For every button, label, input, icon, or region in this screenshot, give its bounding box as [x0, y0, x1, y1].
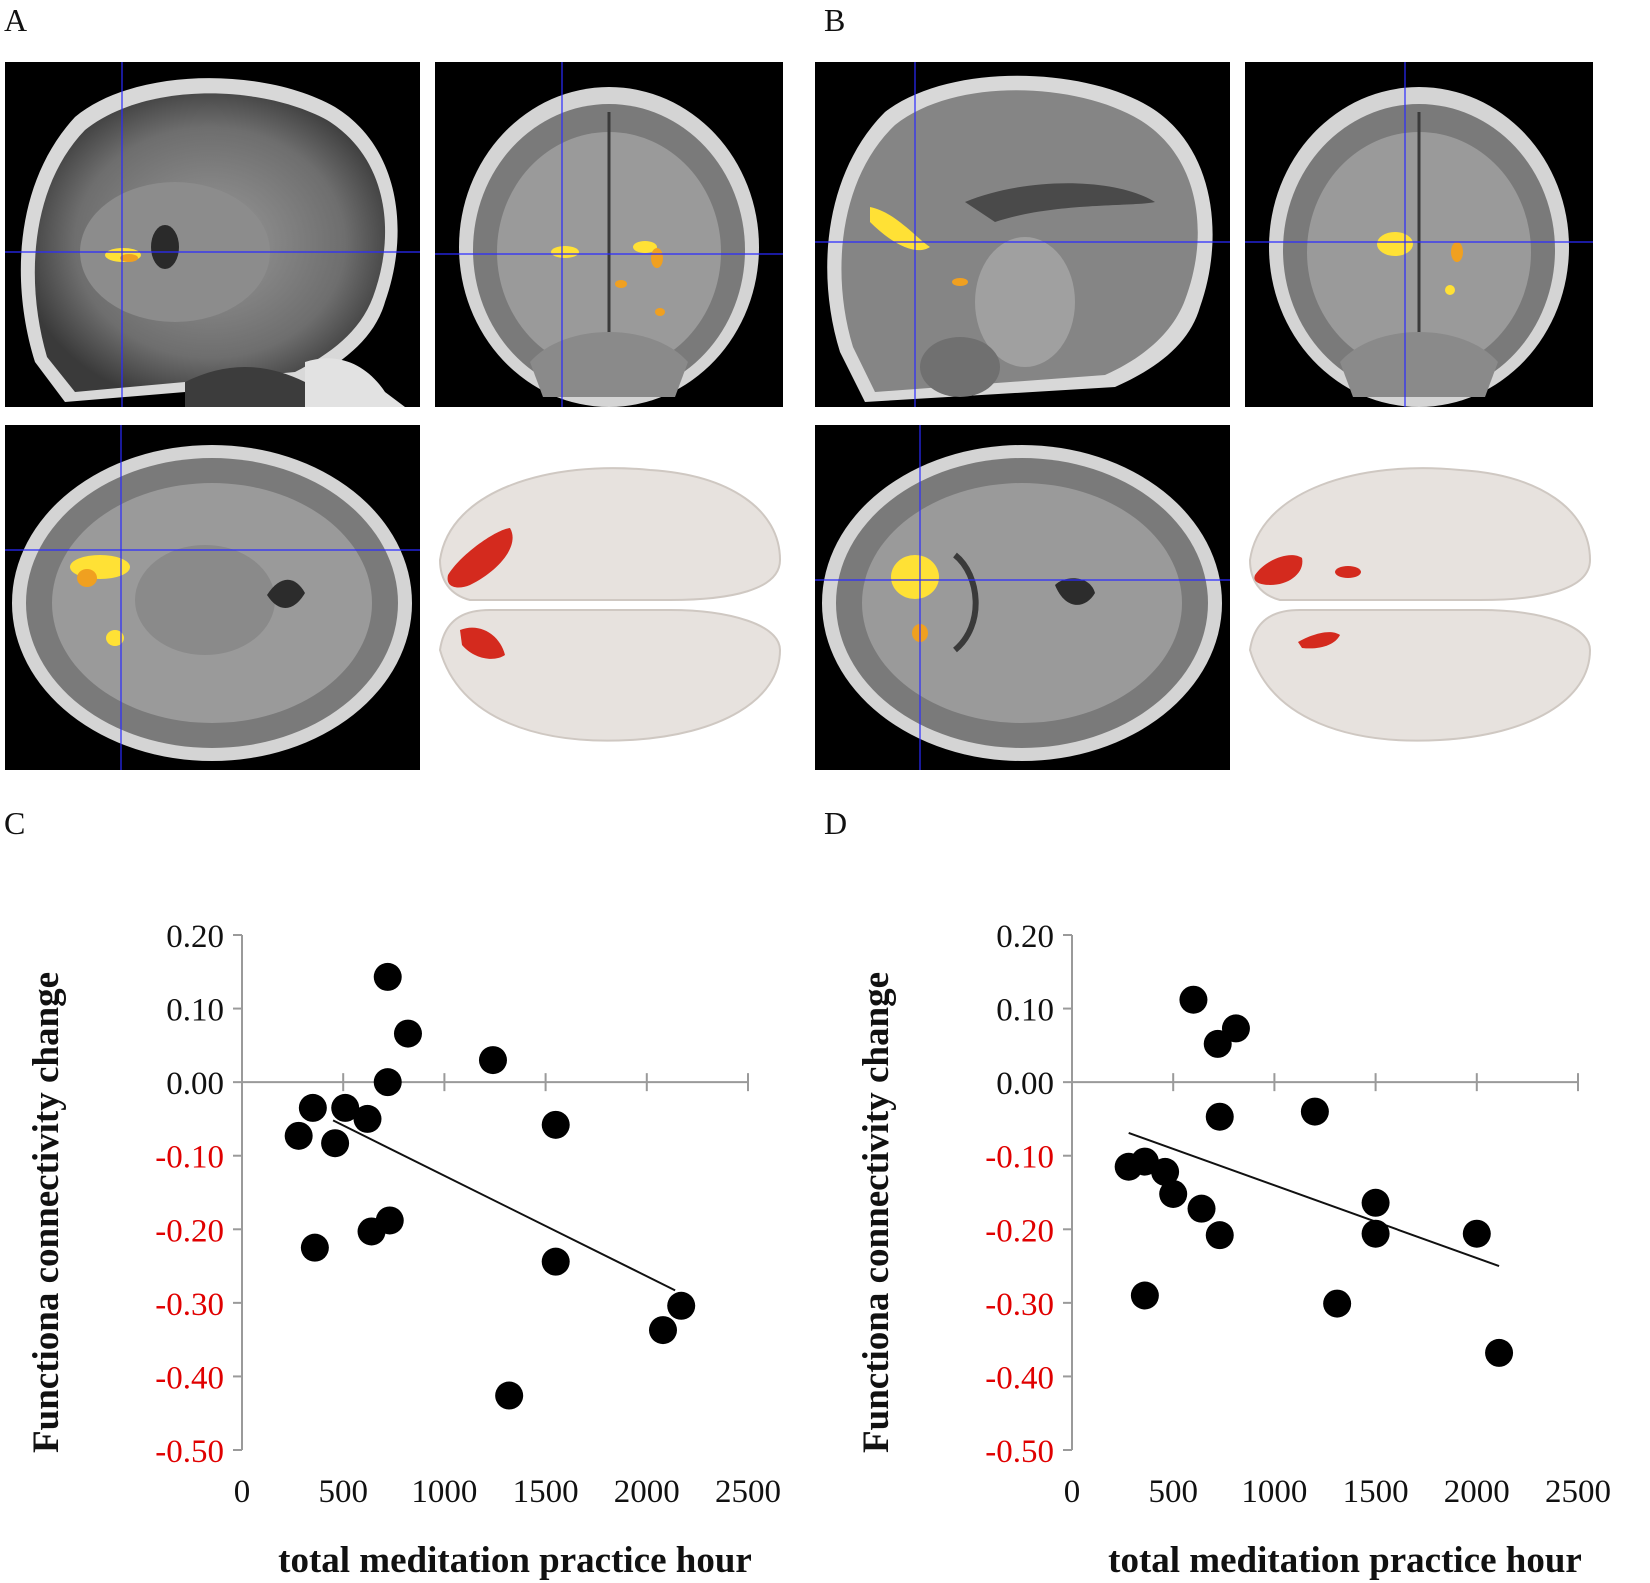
- chart-c-data-point: [284, 1121, 313, 1150]
- chart-c-y-axis-title: Functiona connectivity change: [26, 972, 67, 1453]
- chart-d-data-point: [1187, 1194, 1216, 1223]
- chart-c-trendline: [332, 1119, 676, 1292]
- chart-d-data-point: [1485, 1338, 1514, 1367]
- chart-d-y-tick-label: -0.40: [985, 1360, 1054, 1396]
- chart-d-data-point: [1130, 1281, 1159, 1310]
- chart-d-y-tick-label: 0.10: [996, 993, 1054, 1029]
- chart-c-data-point: [300, 1233, 329, 1262]
- chart-d-y-tick-label: -0.20: [985, 1213, 1054, 1249]
- panel-label-c: C: [4, 805, 26, 841]
- chart-c-data-point: [541, 1247, 570, 1276]
- chart-d-data-point: [1361, 1219, 1390, 1248]
- chart-c-data-point: [375, 1206, 404, 1235]
- chart-d-data-point: [1159, 1179, 1188, 1208]
- brain-3d-render-a: [430, 450, 790, 750]
- panel-label-a: A: [4, 2, 28, 38]
- brain-axial-slice-b: [815, 425, 1230, 770]
- chart-d-data-point: [1300, 1097, 1329, 1126]
- chart-c-y-tick-label: -0.40: [155, 1360, 224, 1396]
- scatter-chart-d: 0.20 0.10 0.00 -0.10 -0.20 -0.30 -0.40 -0.50 0 50…: [830, 880, 1650, 1583]
- chart-c-data-point: [495, 1381, 524, 1410]
- chart-d-y-tick-label: -0.50: [985, 1434, 1054, 1470]
- chart-c-data-point: [667, 1291, 696, 1320]
- chart-c-x-tick-label: 1000: [411, 1474, 477, 1510]
- brain-axial-slice-a: [5, 425, 420, 770]
- brain-3d-render-b: [1240, 450, 1600, 750]
- chart-c-y-tick-label: 0.00: [166, 1066, 224, 1102]
- chart-d-x-axis-title: total meditation practice hour: [1108, 1540, 1582, 1581]
- chart-c-y-tick-label: -0.30: [155, 1287, 224, 1323]
- panel-label-d: D: [824, 805, 848, 841]
- chart-d-y-tick-label: 0.20: [996, 919, 1054, 955]
- chart-c-data-point: [331, 1093, 360, 1122]
- chart-c-x-tick-label: 2000: [614, 1474, 680, 1510]
- chart-d-x-tick-label: 2000: [1444, 1474, 1510, 1510]
- brain-sagittal-slice-a: [5, 62, 420, 407]
- chart-c-y-tick-label: -0.10: [155, 1140, 224, 1176]
- chart-d-x-tick-label: 500: [1148, 1474, 1198, 1510]
- brain-sagittal-slice-b: [815, 62, 1230, 407]
- chart-d-data-point: [1203, 1029, 1232, 1058]
- chart-c-x-tick-label: 0: [234, 1474, 251, 1510]
- chart-c-data-point: [393, 1019, 422, 1048]
- chart-c-y-tick-label: -0.50: [155, 1434, 224, 1470]
- chart-d-trendline: [1128, 1131, 1500, 1268]
- chart-d-y-tick-label: -0.30: [985, 1287, 1054, 1323]
- chart-d-data-point: [1462, 1219, 1491, 1248]
- chart-c-y-tick-label: 0.20: [166, 919, 224, 955]
- chart-d-x-tick-label: 2500: [1545, 1474, 1611, 1510]
- chart-c-x-axis-title: total meditation practice hour: [278, 1540, 752, 1581]
- chart-c-data-point: [541, 1110, 570, 1139]
- scatter-chart-c: 0.20 0.10 0.00 -0.10 -0.20 -0.30 -0.40 -0.50 0 50…: [0, 880, 820, 1583]
- chart-d-data-point: [1179, 985, 1208, 1014]
- chart-c-x-tick-label: 1500: [513, 1474, 579, 1510]
- chart-d-data-point: [1221, 1014, 1250, 1043]
- chart-d-data-point: [1205, 1221, 1234, 1250]
- chart-c-y-tick-label: -0.20: [155, 1213, 224, 1249]
- chart-c-data-point: [353, 1104, 382, 1133]
- chart-c-data-point: [298, 1093, 327, 1122]
- chart-c-y-tick-label: 0.10: [166, 993, 224, 1029]
- chart-c-data-point: [373, 1068, 402, 1097]
- chart-c-data-point: [373, 962, 402, 991]
- chart-d-data-point: [1205, 1102, 1234, 1131]
- chart-c-data-point: [648, 1316, 677, 1345]
- chart-c-data-point: [321, 1129, 350, 1158]
- brain-coronal-slice-a: [435, 62, 783, 407]
- panel-label-b: B: [824, 2, 846, 38]
- chart-d-data-point: [1151, 1157, 1180, 1186]
- brain-coronal-slice-b: [1245, 62, 1593, 407]
- chart-d-x-tick-label: 1000: [1241, 1474, 1307, 1510]
- chart-d-y-axis-title: Functiona connectivity change: [856, 972, 897, 1453]
- chart-d-y-tick-label: 0.00: [996, 1066, 1054, 1102]
- chart-c-x-tick-label: 2500: [715, 1474, 781, 1510]
- chart-d-x-tick-label: 1500: [1343, 1474, 1409, 1510]
- chart-d-data-point: [1361, 1188, 1390, 1217]
- chart-d-data-point: [1323, 1289, 1352, 1318]
- chart-d-y-tick-label: -0.10: [985, 1140, 1054, 1176]
- chart-c-x-tick-label: 500: [318, 1474, 368, 1510]
- chart-d-x-tick-label: 0: [1064, 1474, 1081, 1510]
- chart-c-data-point: [478, 1046, 507, 1075]
